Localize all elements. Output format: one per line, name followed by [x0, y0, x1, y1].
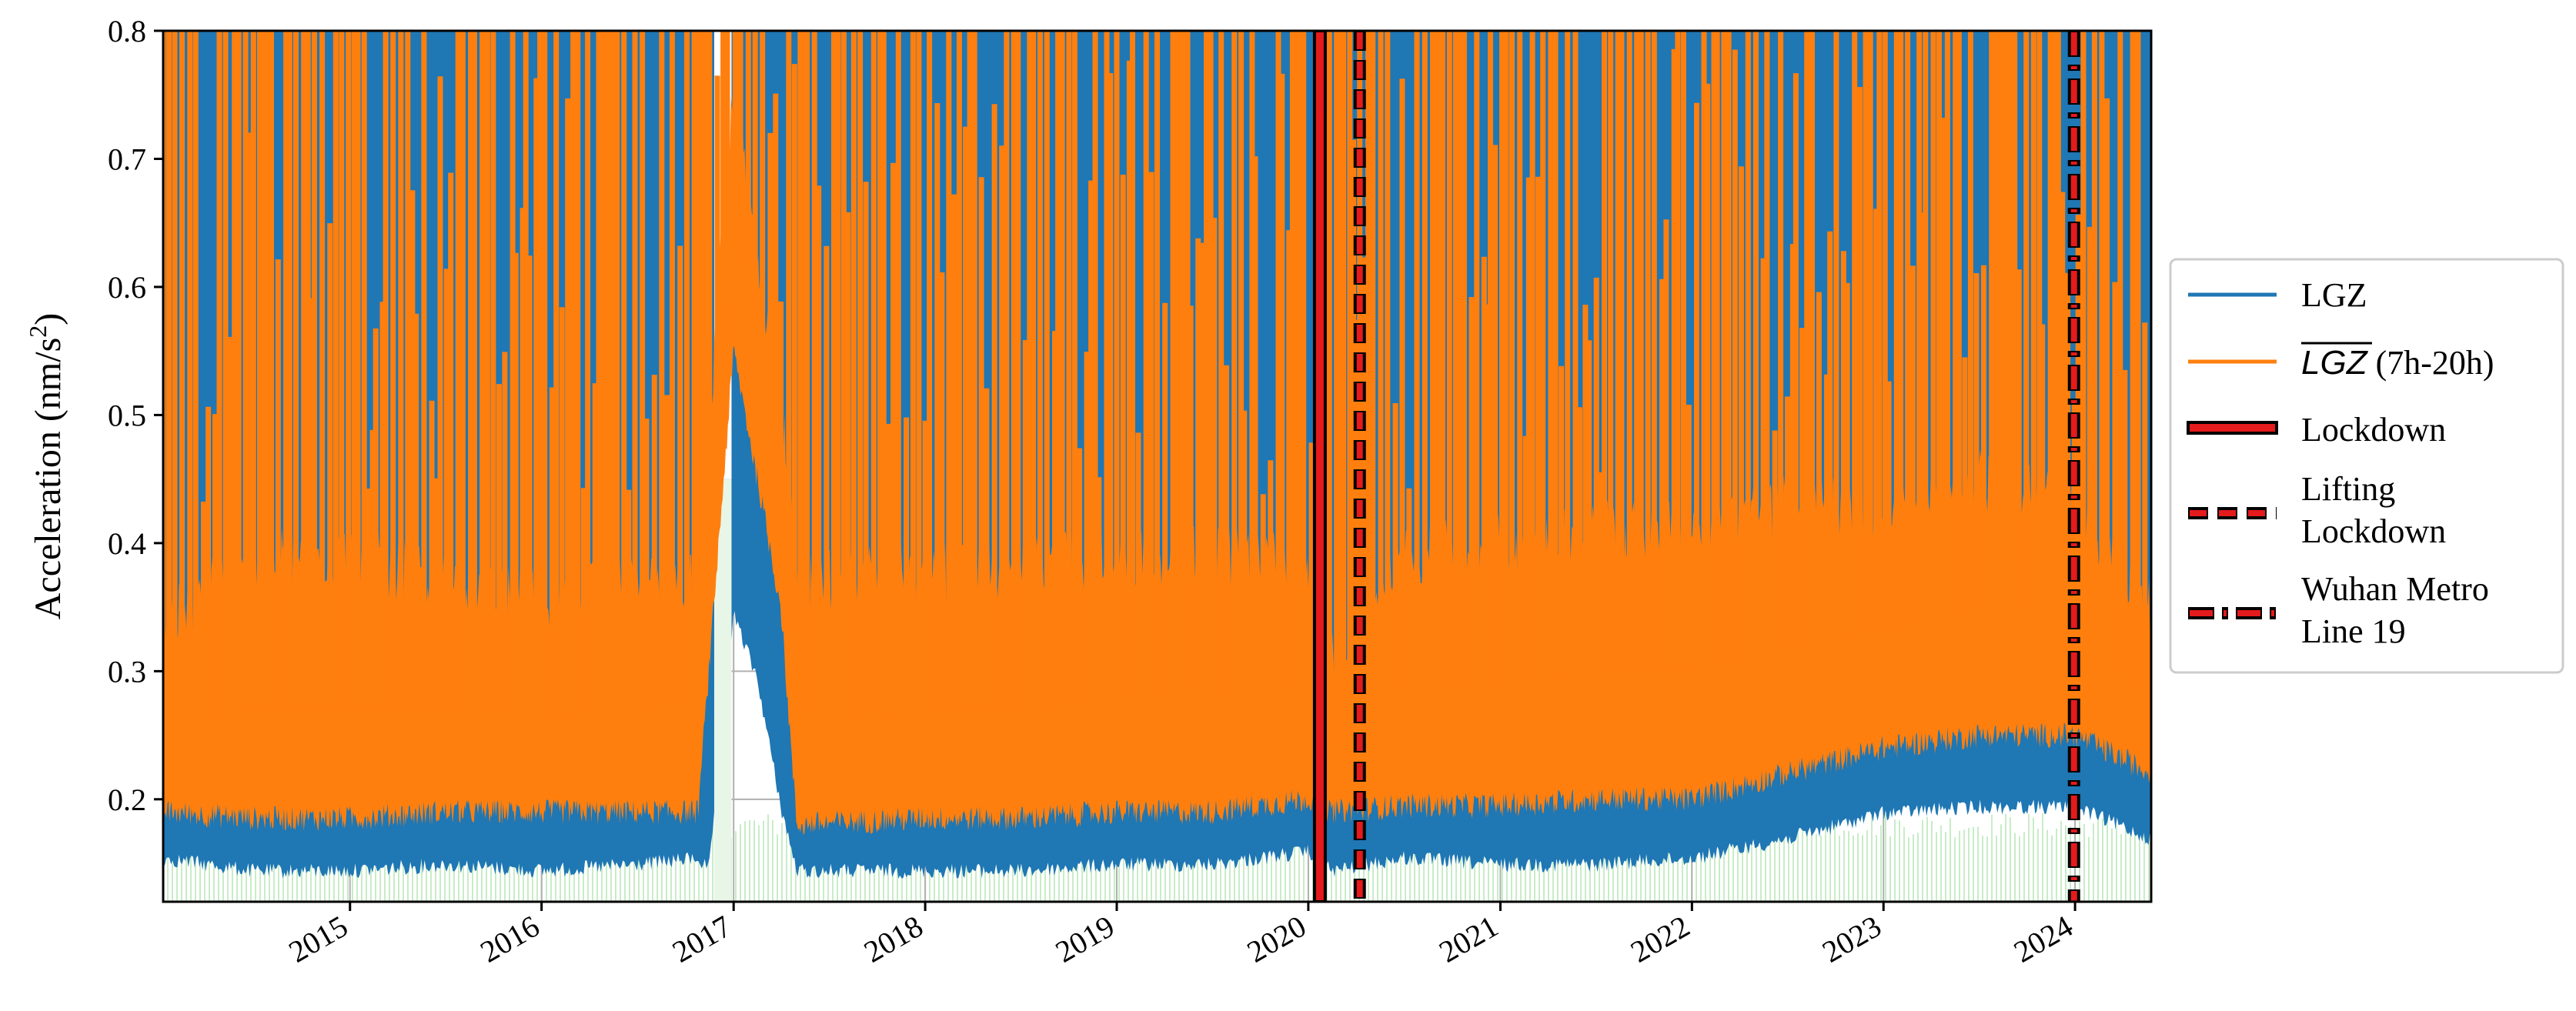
y-tick-label: 0.4: [108, 526, 146, 561]
legend-swatch-lockdown: [2187, 421, 2278, 435]
y-tick-label: 0.8: [108, 14, 146, 48]
x-tick-label: 2017: [667, 909, 737, 969]
y-axis-title: Acceleration (nm/s2): [24, 313, 68, 620]
y-axis-title-close: ): [28, 313, 68, 325]
y-tick-label: 0.6: [108, 270, 146, 305]
x-tick-label: 2015: [282, 909, 353, 969]
series-lgz-daytime-mean: [163, 31, 2151, 836]
lgz-mean-spikes: [163, 31, 2148, 745]
y-tick-label: 0.7: [108, 142, 146, 176]
y-axis-title-base: Acceleration (nm/s: [28, 338, 68, 620]
legend-label-lgz-mean-suffix: (7h-20h): [2367, 344, 2494, 382]
legend-label-lgz-mean: LGZ (7h-20h): [2301, 344, 2494, 382]
y-tick-label: 0.2: [108, 782, 146, 817]
y-tick-label: 0.5: [108, 398, 146, 432]
legend-frame: [2169, 258, 2564, 674]
legend: LGZ LGZ (7h-20h) Lockdown Lifting Lockdo…: [2169, 258, 2564, 674]
x-tick-label: 2016: [474, 909, 545, 969]
legend-label-metro-2: Line 19: [2301, 612, 2406, 650]
x-tick-label: 2021: [1433, 909, 1504, 969]
x-tick-label: 2018: [858, 909, 929, 969]
x-tick-label: 2020: [1241, 909, 1312, 969]
plot-area: [163, 31, 2151, 902]
legend-label-metro-1: Wuhan Metro: [2301, 570, 2489, 608]
legend-label-lockdown: Lockdown: [2301, 411, 2446, 449]
x-tick-label: 2019: [1050, 909, 1121, 969]
legend-label-lifting-2: Lockdown: [2301, 512, 2446, 550]
data-gap-lower: [713, 479, 732, 902]
y-axis: 0.2 0.3 0.4 0.5 0.6 0.7 0.8: [108, 14, 163, 817]
x-axis: 2015 2016 2017 2018 2019 2020 2021 2022 2023 2024: [282, 902, 2079, 969]
event-lines: [1312, 31, 2080, 902]
legend-label-lgz: LGZ: [2301, 276, 2367, 314]
y-tick-label: 0.3: [108, 654, 146, 689]
x-tick-label: 2023: [1816, 909, 1887, 969]
y-axis-title-exp: 2: [24, 325, 52, 338]
x-tick-label: 2024: [2008, 909, 2079, 969]
legend-label-lifting-1: Lifting: [2301, 470, 2395, 508]
legend-label-lgz-mean-name: LGZ: [2301, 344, 2369, 382]
x-tick-label: 2022: [1625, 909, 1696, 969]
event-line-lockdown: [1312, 31, 1327, 902]
plot-frame: [162, 29, 2153, 903]
